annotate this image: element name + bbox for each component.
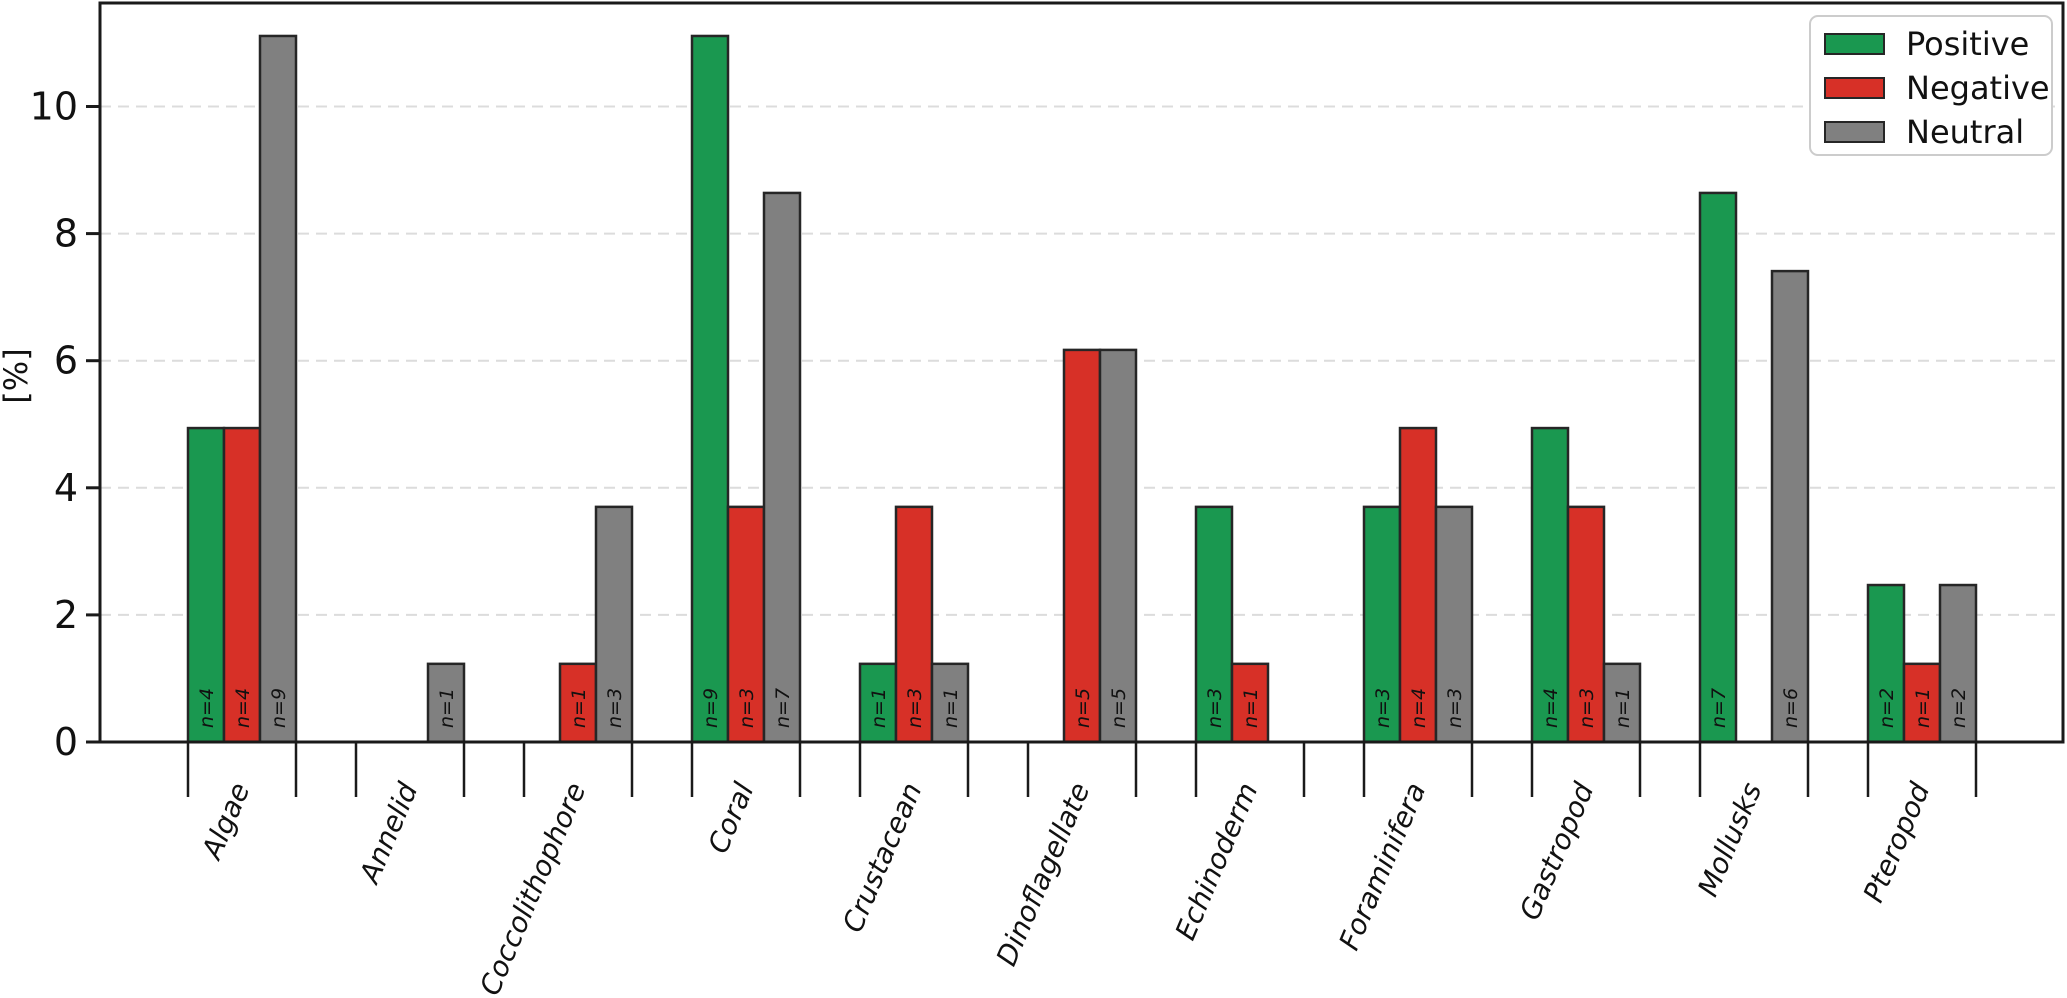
bar-count-label: n=6 [1780, 688, 1802, 728]
negative-swatch-icon [1824, 77, 1885, 99]
bar-count-label: n=5 [1108, 688, 1130, 728]
bar-count-label: n=5 [1072, 688, 1094, 728]
y-tick-label: 0 [54, 720, 78, 764]
legend-label: Positive [1906, 25, 2030, 63]
bar-foraminifera-neutral [1434, 505, 1474, 744]
x-tick-label-coral: Coral [701, 778, 760, 858]
y-tick-label: 10 [30, 85, 78, 129]
bar-count-label: n=1 [940, 688, 962, 728]
legend-item-neutral: Neutral [1824, 110, 2051, 154]
bar-count-label: n=1 [1612, 688, 1634, 728]
x-tick-label-echinoderm: Echinoderm [1169, 778, 1265, 945]
bar-crustacean-neutral [930, 662, 970, 744]
x-tick-label-gastropod: Gastropod [1513, 778, 1600, 925]
bar-count-label: n=3 [736, 688, 758, 728]
bar-count-label: n=3 [1372, 688, 1394, 728]
x-tick-label-pteropod: Pteropod [1857, 778, 1937, 907]
bar-coral-neutral [762, 191, 802, 744]
bar-count-label: n=3 [604, 688, 626, 728]
x-tick-label-coccolithophore: Coccolithophore [473, 778, 592, 998]
bar-count-label: n=7 [1708, 688, 1730, 728]
y-tick-label: 4 [54, 466, 78, 510]
bar-algae-neutral [258, 34, 298, 744]
legend: Positive Negative Neutral [1809, 15, 2053, 156]
positive-swatch-icon [1824, 33, 1885, 55]
bar-count-label: n=3 [1576, 688, 1598, 728]
bar-pteropod-negative [1902, 662, 1942, 744]
legend-item-positive: Positive [1824, 22, 2051, 66]
bar-count-label: n=7 [772, 688, 794, 728]
bar-count-label: n=3 [1444, 688, 1466, 728]
x-tick-label-algae: Algae [194, 778, 256, 866]
legend-label: Negative [1906, 69, 2050, 107]
plot-border [98, 1, 2065, 744]
x-tick-label-crustacean: Crustacean [836, 778, 929, 937]
bar-echinoderm-positive [1194, 505, 1234, 744]
bar-mollusks-neutral [1770, 269, 1810, 744]
bar-count-label: n=4 [1540, 688, 1562, 728]
bar-dinoflagellate-negative [1062, 348, 1102, 744]
x-tick-label-foraminifera: Foraminifera [1332, 778, 1432, 955]
y-tick-label: 8 [54, 212, 78, 256]
legend-label: Neutral [1906, 113, 2025, 151]
bar-count-label: n=9 [268, 688, 290, 728]
neutral-swatch-icon [1824, 121, 1885, 143]
x-tick-label-mollusks: Mollusks [1691, 778, 1768, 901]
bar-algae-positive [186, 426, 226, 744]
bar-count-label: n=1 [568, 688, 590, 728]
bar-count-label: n=4 [1408, 688, 1430, 728]
bar-foraminifera-positive [1362, 505, 1402, 744]
bar-coral-negative [726, 505, 766, 744]
y-tick-label: 2 [54, 593, 78, 637]
bar-count-label: n=1 [436, 688, 458, 728]
bar-gastropod-negative [1566, 505, 1606, 744]
bar-count-label: n=1 [1912, 688, 1934, 728]
bar-count-label: n=9 [700, 688, 722, 728]
bar-count-label: n=3 [904, 688, 926, 728]
x-tick-label-annelid: Annelid [352, 778, 424, 890]
bar-count-label: n=1 [1240, 688, 1262, 728]
bar-dinoflagellate-neutral [1098, 348, 1138, 744]
bar-coral-positive [690, 34, 730, 744]
bar-count-label: n=2 [1948, 688, 1970, 728]
bar-mollusks-positive [1698, 191, 1738, 744]
bar-gastropod-neutral [1602, 662, 1642, 744]
bar-count-label: n=4 [232, 688, 254, 728]
bar-foraminifera-negative [1398, 426, 1438, 744]
bar-count-label: n=4 [196, 688, 218, 728]
bar-echinoderm-negative [1230, 662, 1270, 744]
y-tick-label: 6 [54, 339, 78, 383]
y-axis-label: [%] [0, 348, 35, 404]
legend-item-negative: Negative [1824, 66, 2051, 110]
x-tick-label-dinoflagellate: Dinoflagellate [990, 778, 1097, 971]
bar-count-label: n=1 [868, 688, 890, 728]
bar-count-label: n=2 [1876, 688, 1898, 728]
bar-count-label: n=3 [1204, 688, 1226, 728]
bar-pteropod-neutral [1938, 583, 1978, 744]
